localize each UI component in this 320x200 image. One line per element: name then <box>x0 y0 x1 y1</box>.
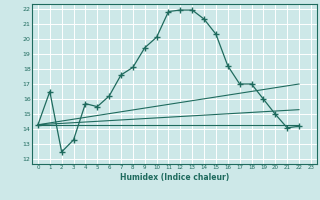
X-axis label: Humidex (Indice chaleur): Humidex (Indice chaleur) <box>120 173 229 182</box>
